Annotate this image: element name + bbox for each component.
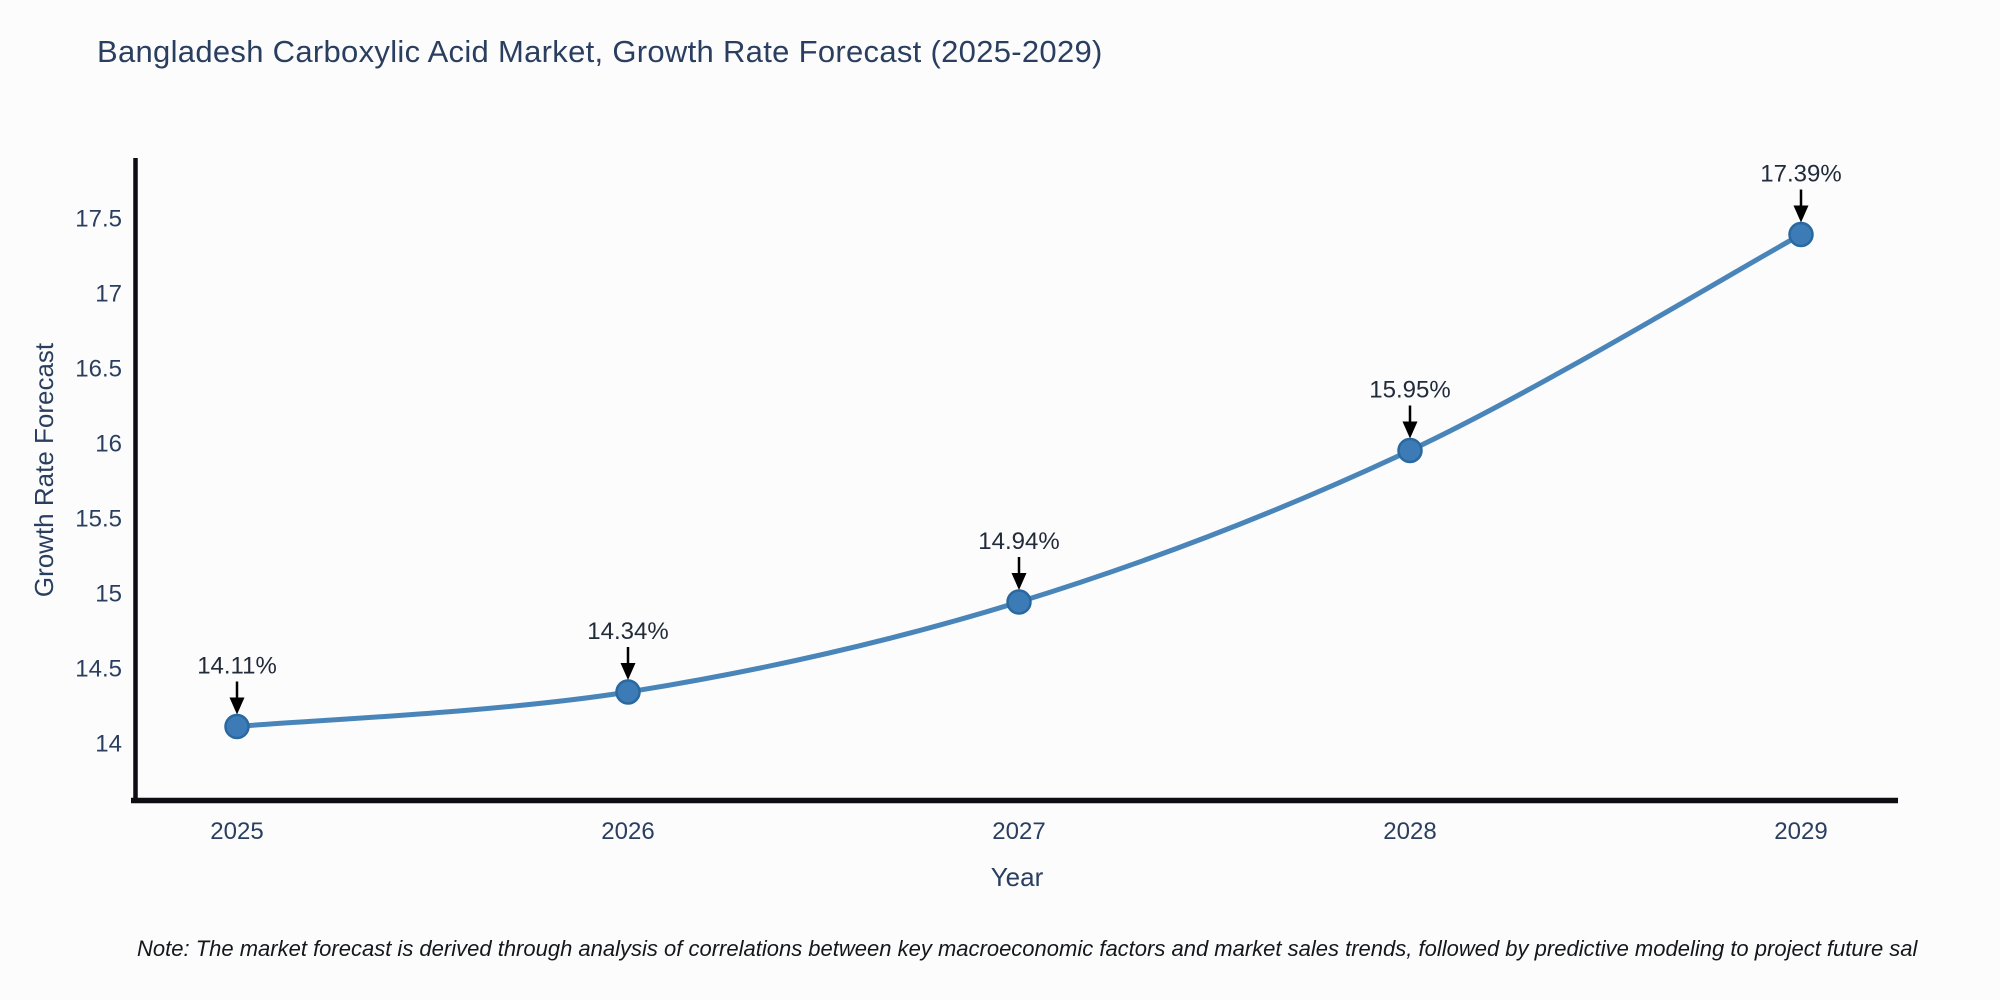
annotation-arrow-head bbox=[1402, 421, 1418, 439]
point-annotation: 14.11% bbox=[197, 653, 277, 680]
x-axis-title: Year bbox=[991, 862, 1044, 892]
tick-layer: 14 14.5 15 15.5 16 16.5 17 17.5 2025 2026 2027 2028… bbox=[75, 206, 1827, 846]
y-tick-label: 17 bbox=[95, 281, 122, 308]
chart-title: Bangladesh Carboxylic Acid Market, Growt… bbox=[97, 34, 1103, 69]
y-tick-label: 14.5 bbox=[75, 656, 122, 683]
annotation-arrow-head bbox=[620, 663, 636, 680]
chart-footnote: Note: The market forecast is derived thr… bbox=[137, 936, 1918, 961]
point-annotation: 17.39% bbox=[1760, 161, 1841, 188]
x-tick-label: 2025 bbox=[210, 818, 263, 845]
data-point-2028[interactable] bbox=[1397, 437, 1423, 464]
data-point-2027[interactable] bbox=[1006, 589, 1032, 615]
annotation-arrow-head bbox=[1011, 573, 1027, 590]
axes-layer bbox=[131, 158, 1898, 804]
data-point-2029[interactable] bbox=[1788, 221, 1814, 248]
x-tick-label: 2026 bbox=[601, 818, 654, 845]
y-tick-label: 14 bbox=[95, 731, 122, 758]
y-tick-label: 16.5 bbox=[75, 356, 122, 383]
data-point-2025[interactable] bbox=[224, 713, 250, 740]
series-layer bbox=[224, 221, 1814, 740]
x-tick-label: 2028 bbox=[1383, 818, 1436, 845]
y-tick-label: 15.5 bbox=[75, 506, 122, 533]
y-tick-label: 16 bbox=[95, 431, 122, 458]
point-annotation: 15.95% bbox=[1369, 377, 1450, 404]
y-tick-label: 15 bbox=[95, 581, 122, 608]
x-tick-label: 2029 bbox=[1774, 818, 1827, 845]
y-tick-label: 17.5 bbox=[75, 206, 122, 233]
point-annotation: 14.34% bbox=[587, 618, 668, 645]
annotation-arrow-head bbox=[229, 697, 245, 715]
x-tick-label: 2027 bbox=[992, 818, 1045, 845]
point-annotation: 14.94% bbox=[978, 528, 1059, 555]
data-point-2026[interactable] bbox=[615, 679, 641, 705]
annotation-arrow-head bbox=[1793, 205, 1809, 223]
annotation-layer: 14.11% 14.34% 14.94% 15.95% 17.39% bbox=[197, 161, 1842, 715]
trend-line bbox=[234, 232, 1804, 729]
y-axis-title: Growth Rate Forecast bbox=[29, 342, 59, 597]
